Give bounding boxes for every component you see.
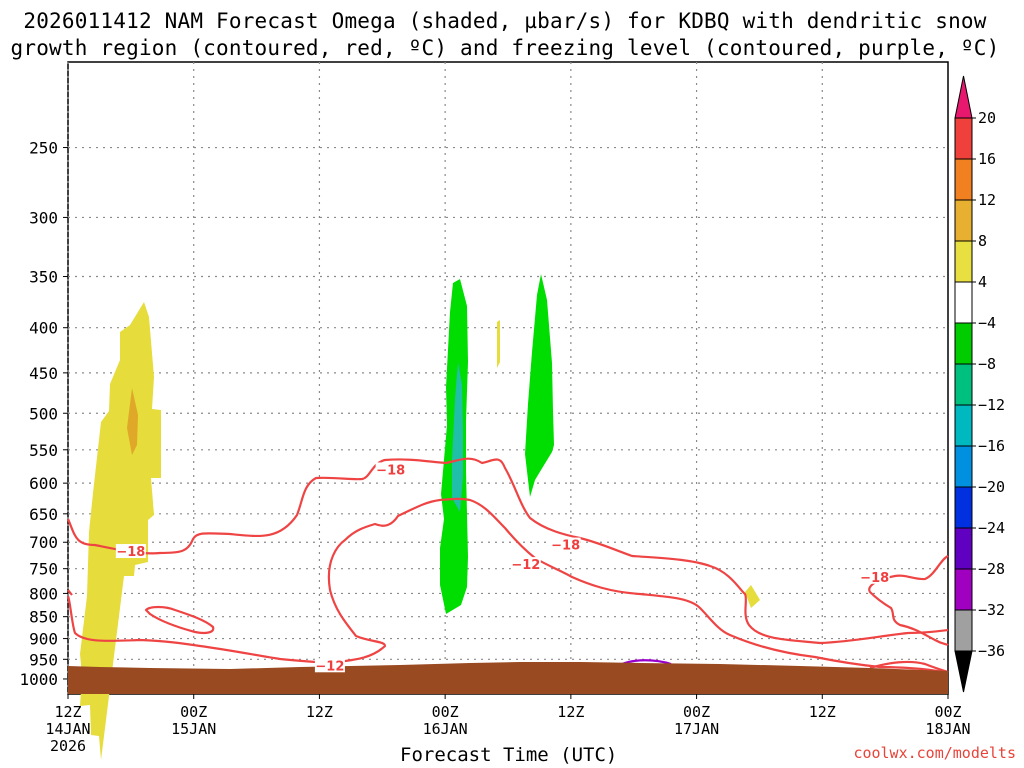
colorbar-label-0: 20 (978, 109, 996, 127)
y-tick-label-250: 250 (29, 139, 58, 158)
colorbar-box-5 (954, 322, 973, 365)
contour-label-4: −12 (315, 659, 344, 674)
contour-label-2: −18 (551, 539, 580, 554)
x-tick-label-5: 00Z (683, 703, 710, 721)
colorbar-label-12: −32 (978, 601, 1005, 619)
colorbar-label-2: 12 (978, 191, 996, 209)
y-tick-label-650: 650 (29, 505, 58, 524)
title-line-1: 2026011412 NAM Forecast Omega (shaded, µ… (23, 9, 987, 33)
teal-downward-region (452, 362, 463, 512)
colorbar-label-10: −24 (978, 519, 1005, 537)
x-tick-label-0: 12Z (54, 703, 81, 721)
colorbar: 20 16 12 8 4 −4 −8 −12 −16 −20 −24 −28 −32 −36 (954, 75, 1005, 693)
x-axis-title: Forecast Time (UTC) (400, 744, 618, 766)
contour-label-0: −18 (116, 545, 145, 560)
surface-terrain (68, 662, 948, 694)
x-tick-label-7: 00Z (934, 703, 961, 721)
contour-label-5: −18 (860, 571, 889, 586)
colorbar-label-13: −36 (978, 642, 1005, 660)
contour-label-bg-3 (510, 557, 541, 572)
colorbar-label-4: 4 (978, 273, 987, 291)
colorbar-box-9 (954, 486, 973, 529)
dendritic-contours (66, 457, 949, 675)
colorbar-box-4 (954, 281, 973, 324)
x-tick-label-3: 00Z (432, 703, 459, 721)
contour-minus18-west (66, 457, 949, 645)
yellow-upward-region-1 (80, 302, 161, 760)
y-tick-label-950: 950 (29, 650, 58, 669)
colorbar-box-11 (954, 568, 973, 611)
y-axis: 250 300 350 400 450 500 550 600 650 700 750 800 850 9… (19, 139, 68, 689)
colorbar-box-3 (954, 240, 973, 283)
contour-minus12-east (869, 660, 949, 674)
colorbar-box-1 (954, 158, 973, 201)
contour-minus18-small-loop (144, 605, 215, 635)
y-tick-label-550: 550 (29, 441, 58, 460)
contour-label-1: −18 (376, 463, 405, 478)
y-tick-label-1000: 1000 (19, 670, 58, 689)
colorbar-label-9: −20 (978, 478, 1005, 496)
x-tick-date-1: 15JAN (171, 720, 216, 738)
x-tick-label-2: 12Z (306, 703, 333, 721)
colorbar-box-10 (954, 527, 973, 570)
y-tick-label-850: 850 (29, 608, 58, 627)
colorbar-bottom-arrow (954, 650, 973, 693)
colorbar-label-1: 16 (978, 150, 996, 168)
colorbar-label-11: −28 (978, 560, 1005, 578)
colorbar-label-5: −4 (978, 314, 996, 332)
x-tick-date-3: 16JAN (423, 720, 468, 738)
x-tick-label-6: 12Z (809, 703, 836, 721)
contour-label-3: −12 (511, 558, 540, 573)
green-downward-region-2 (525, 274, 554, 497)
y-tick-label-450: 450 (29, 364, 58, 383)
colorbar-box-6 (954, 363, 973, 406)
y-tick-label-300: 300 (29, 208, 58, 227)
x-tick-date-0: 14JAN (45, 720, 90, 738)
contour-label-bg-1 (375, 462, 406, 477)
contour-west-edge (67, 589, 73, 596)
y-tick-label-400: 400 (29, 319, 58, 338)
plot-area (67, 61, 949, 695)
contour-minus12 (66, 497, 949, 675)
x-tick-label-4: 12Z (557, 703, 584, 721)
contour-label-bg-5 (859, 569, 890, 584)
colorbar-box-8 (954, 445, 973, 488)
colorbar-label-3: 8 (978, 232, 987, 250)
title-line-2: growth region (contoured, red, ºC) and f… (10, 36, 1000, 60)
chart-title: 2026011412 NAM Forecast Omega (shaded, µ… (0, 8, 1010, 62)
x-tick-date-7: 18JAN (925, 720, 970, 738)
colorbar-label-8: −16 (978, 437, 1005, 455)
colorbar-box-2 (954, 199, 973, 242)
x-tick-label-1: 00Z (180, 703, 207, 721)
colorbar-box-7 (954, 404, 973, 447)
omega-shading (80, 274, 760, 760)
x-tick-year-0: 2026 (50, 737, 86, 755)
orange-upward-region (127, 388, 138, 455)
y-tick-label-600: 600 (29, 474, 58, 493)
y-tick-label-800: 800 (29, 584, 58, 603)
contour-labels: −18 −18 −18 −12 −12 −18 (115, 462, 890, 674)
y-tick-label-900: 900 (29, 630, 58, 649)
contour-label-bg-2 (550, 537, 581, 552)
y-tick-label-350: 350 (29, 268, 58, 287)
x-tick-date-5: 17JAN (674, 720, 719, 738)
contour-label-bg-4 (314, 658, 345, 673)
colorbar-top-arrow (954, 75, 973, 119)
colorbar-label-6: −8 (978, 355, 996, 373)
yellow-upward-region-2 (497, 320, 500, 368)
source-credit[interactable]: coolwx.com/modelts (853, 744, 1016, 762)
yellow-upward-region-3 (745, 585, 760, 608)
y-tick-label-750: 750 (29, 560, 58, 579)
contour-label-bg-0 (115, 544, 146, 559)
y-tick-label-700: 700 (29, 533, 58, 552)
colorbar-box-12 (954, 609, 973, 652)
colorbar-label-7: −12 (978, 396, 1005, 414)
contour-minus18-east-loop (868, 555, 949, 647)
y-tick-label-500: 500 (29, 404, 58, 423)
colorbar-box-0 (954, 117, 973, 160)
